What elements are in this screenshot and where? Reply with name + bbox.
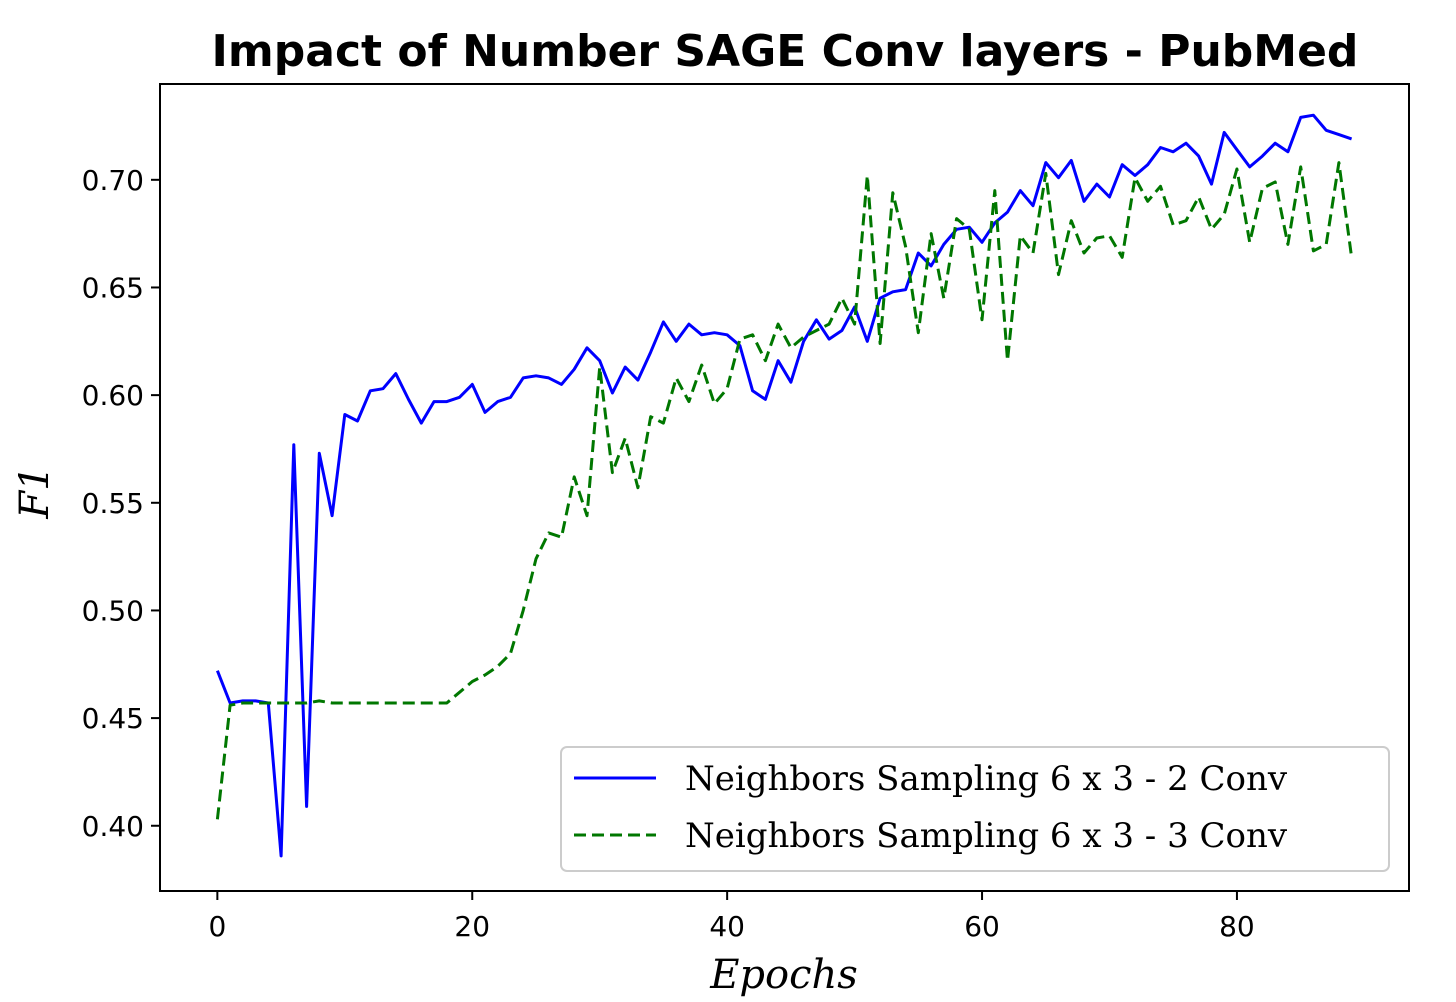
x-tick-label: 60 xyxy=(964,910,1000,943)
y-tick-label: 0.70 xyxy=(82,164,144,197)
y-tick-label: 0.50 xyxy=(82,594,144,627)
y-tick-label: 0.40 xyxy=(82,810,144,843)
x-tick-label: 80 xyxy=(1219,910,1255,943)
y-tick-label: 0.55 xyxy=(82,487,144,520)
plot-area xyxy=(159,83,1410,892)
plot-frame xyxy=(159,83,1410,892)
chart-title: Impact of Number SAGE Conv layers - PubM… xyxy=(212,26,1359,77)
x-axis: 0 20 40 60 80 xyxy=(208,891,1255,943)
x-tick-label: 40 xyxy=(709,910,745,943)
legend-box xyxy=(560,746,1390,872)
series-layer xyxy=(215,113,1354,858)
series-line-2 xyxy=(215,161,1354,820)
legend-label-series-2: Neighbors Sampling 6 x 3 - 3 Conv xyxy=(685,816,1288,856)
x-tick-label: 0 xyxy=(208,910,226,943)
legend-label-series-1: Neighbors Sampling 6 x 3 - 2 Conv xyxy=(685,759,1288,799)
y-axis: 0.40 0.45 0.50 0.55 0.60 0.65 0.70 xyxy=(82,164,160,843)
x-axis-label: Epochs xyxy=(709,952,858,998)
y-axis-label: F1 xyxy=(12,465,58,519)
y-tick-label: 0.45 xyxy=(82,702,144,735)
x-tick-label: 20 xyxy=(454,910,490,943)
series-line-1 xyxy=(216,113,1353,858)
legend: Neighbors Sampling 6 x 3 - 2 Conv Neighb… xyxy=(560,746,1390,872)
y-tick-label: 0.65 xyxy=(82,271,144,304)
y-tick-label: 0.60 xyxy=(82,379,144,412)
